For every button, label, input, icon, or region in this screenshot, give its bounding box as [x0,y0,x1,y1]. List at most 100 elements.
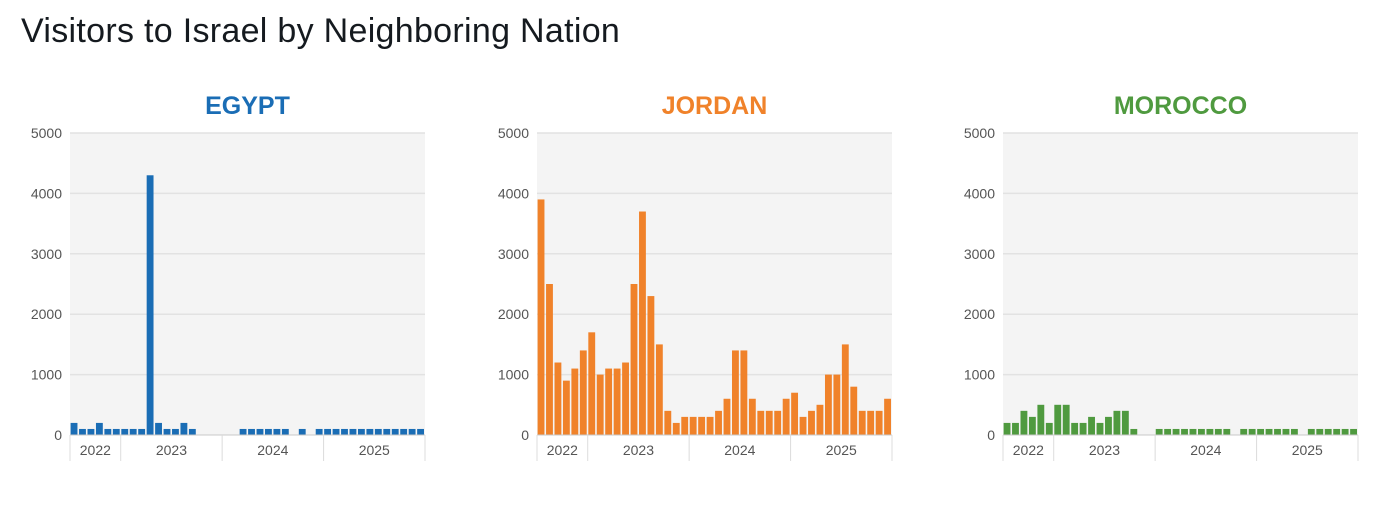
bar [1214,428,1222,435]
chart-title: JORDAN [661,92,768,120]
y-tick-label: 2000 [964,306,995,322]
bar [1274,428,1281,435]
bar [1265,428,1273,435]
bar [315,428,323,435]
bar [816,404,824,435]
bar [129,428,137,435]
bar [400,428,408,435]
bar [655,344,663,435]
bar [715,410,722,435]
bar [1012,422,1019,435]
bar [1003,422,1011,435]
bar [349,428,357,435]
bar [1105,416,1112,435]
bar [112,428,120,435]
x-tick-label: 2022 [1013,442,1044,458]
x-tick-label: 2023 [623,442,654,458]
bar [1316,428,1324,435]
chart-svg: 0 1000 2000 3000 4000 5000 2022 2023 2024 2025 [964,125,1359,461]
y-tick-label: 3000 [498,246,529,262]
bar [1189,428,1197,435]
bar [239,428,247,435]
bar [366,428,374,435]
y-tick-label: 1000 [964,367,995,383]
bar [298,428,306,435]
bar [265,428,272,435]
bar [799,416,807,435]
bar [341,428,348,435]
bar [70,422,78,435]
bar [1088,416,1095,435]
bar [138,428,146,435]
y-tick-label: 1000 [31,367,62,383]
bar [546,284,553,435]
bar [782,398,790,435]
bar [1206,428,1214,435]
y-tick-label: 4000 [498,185,529,201]
bar [121,428,129,435]
bar [824,374,832,435]
y-tick-label: 4000 [31,185,62,201]
bar [1282,428,1290,435]
bar [681,416,689,435]
bar [1062,404,1070,435]
y-tick-label: 0 [987,427,995,443]
bar [408,428,416,435]
x-tick-label: 2025 [826,442,857,458]
bar [1020,410,1028,435]
y-tick-label: 2000 [31,306,62,322]
bar [1223,428,1231,435]
bar [706,416,714,435]
bar [1257,428,1265,435]
x-tick-label: 2023 [1089,442,1120,458]
bar [1341,428,1349,435]
bar [774,410,782,435]
bar [273,428,281,435]
bar [1198,428,1205,435]
bar [884,398,891,435]
bar [155,422,162,435]
bar [1113,410,1121,435]
bar [867,410,875,435]
bar [1155,428,1163,435]
bar [596,374,604,435]
y-tick-label: 5000 [498,125,529,141]
bar [332,428,340,435]
bar [757,410,765,435]
bar [1307,428,1315,435]
bar [281,428,289,435]
bar [324,428,332,435]
bar [1071,422,1079,435]
chart-egypt: EGYPT 0 1000 2000 3000 4000 5000 2022 2023 2024 2… [0,88,426,478]
y-tick-label: 3000 [31,246,62,262]
bar [571,368,579,435]
bar [391,428,399,435]
bar [672,422,680,435]
y-tick-label: 5000 [31,125,62,141]
bar [1130,428,1138,435]
bar [1079,422,1087,435]
bar [537,199,545,435]
y-tick-label: 5000 [964,125,995,141]
bar [383,428,391,435]
bar [579,350,587,435]
bar [858,410,866,435]
bar [1324,428,1332,435]
bar [1045,422,1053,435]
bar [1096,422,1104,435]
bar [146,175,154,435]
bar [740,350,748,435]
bar [875,410,883,435]
chart-title: EGYPT [205,92,290,120]
x-tick-label: 2022 [80,442,111,458]
bar [374,428,382,435]
y-tick-label: 0 [54,427,62,443]
bar [79,428,86,435]
bar [808,410,815,435]
bar [188,428,196,435]
bar [417,428,424,435]
bar [1172,428,1180,435]
bar [562,380,570,435]
bar [1121,410,1129,435]
x-tick-label: 2023 [156,442,187,458]
